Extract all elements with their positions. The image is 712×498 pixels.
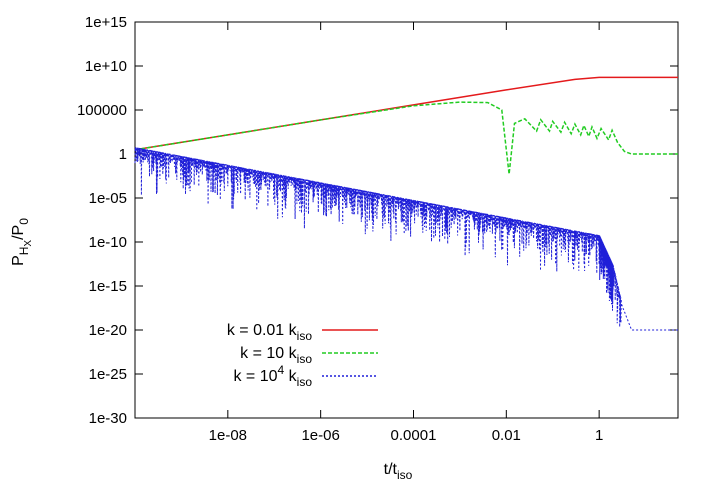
- y-tick-label: 1e-20: [89, 322, 127, 339]
- x-axis-label-main: t/t: [384, 461, 398, 478]
- legend-label: k = 10 kiso: [240, 345, 312, 366]
- x-tick-label: 1e-06: [301, 427, 339, 444]
- legend-label: k = 0.01 kiso: [227, 322, 312, 343]
- series-1: [134, 76, 678, 151]
- series-2: [134, 101, 678, 175]
- series-line: [134, 101, 678, 175]
- y-tick-label: 1e+15: [85, 14, 127, 31]
- series-3: [134, 147, 678, 331]
- y-tick-label: 1e-25: [89, 366, 127, 383]
- x-axis-label-sub: iso: [397, 468, 413, 482]
- legend-label-sub: iso: [297, 375, 313, 389]
- series-line: [134, 76, 678, 151]
- legend-label-sub: iso: [297, 329, 313, 343]
- y-tick-label: 1e-10: [89, 234, 127, 251]
- y-tick-label: 1e-15: [89, 278, 127, 295]
- y-axis-label-main: P: [10, 255, 27, 266]
- legend-label-main: k = 0.01 k: [227, 322, 298, 339]
- series-layer: [134, 76, 678, 331]
- y-axis-ticks: 1e+15 1e+10 100000 1 1e-05 1e-10 1e-15 1e-20 1e-…: [77, 14, 678, 427]
- y-axis-label-subsub: X: [23, 240, 34, 247]
- y-tick-label: 1e-30: [89, 410, 127, 427]
- x-tick-label: 0.0001: [391, 427, 437, 444]
- legend-label: k = 104 kiso: [233, 363, 312, 389]
- y-axis-label-suffix: /P: [10, 225, 27, 240]
- y-axis-label-sub: H: [17, 247, 31, 256]
- y-tick-label: 1e-05: [89, 190, 127, 207]
- y-tick-label: 1: [119, 146, 127, 163]
- legend-label-main: k = 10: [233, 368, 277, 385]
- legend-label-sub: iso: [297, 352, 313, 366]
- series-line: [134, 147, 678, 331]
- plot-frame: [134, 21, 679, 419]
- y-tick-label: 1e+10: [85, 58, 127, 75]
- y-axis-label-suffix-sub: 0: [17, 218, 31, 225]
- legend-label-sup: 4: [278, 363, 285, 377]
- y-axis-label: PHX/P0: [10, 218, 34, 266]
- x-tick-label: 0.01: [492, 427, 521, 444]
- legend-label-main: k = 10 k: [240, 345, 297, 362]
- x-tick-label: 1e-08: [209, 427, 247, 444]
- x-axis-label: t/tiso: [384, 461, 413, 482]
- legend-label-suffix: k: [284, 368, 297, 385]
- x-axis-ticks: 1e-08 1e-06 0.0001 0.01 1: [209, 22, 603, 444]
- y-tick-label: 100000: [77, 102, 127, 119]
- plot-border: [134, 21, 679, 419]
- x-tick-label: 1: [595, 427, 603, 444]
